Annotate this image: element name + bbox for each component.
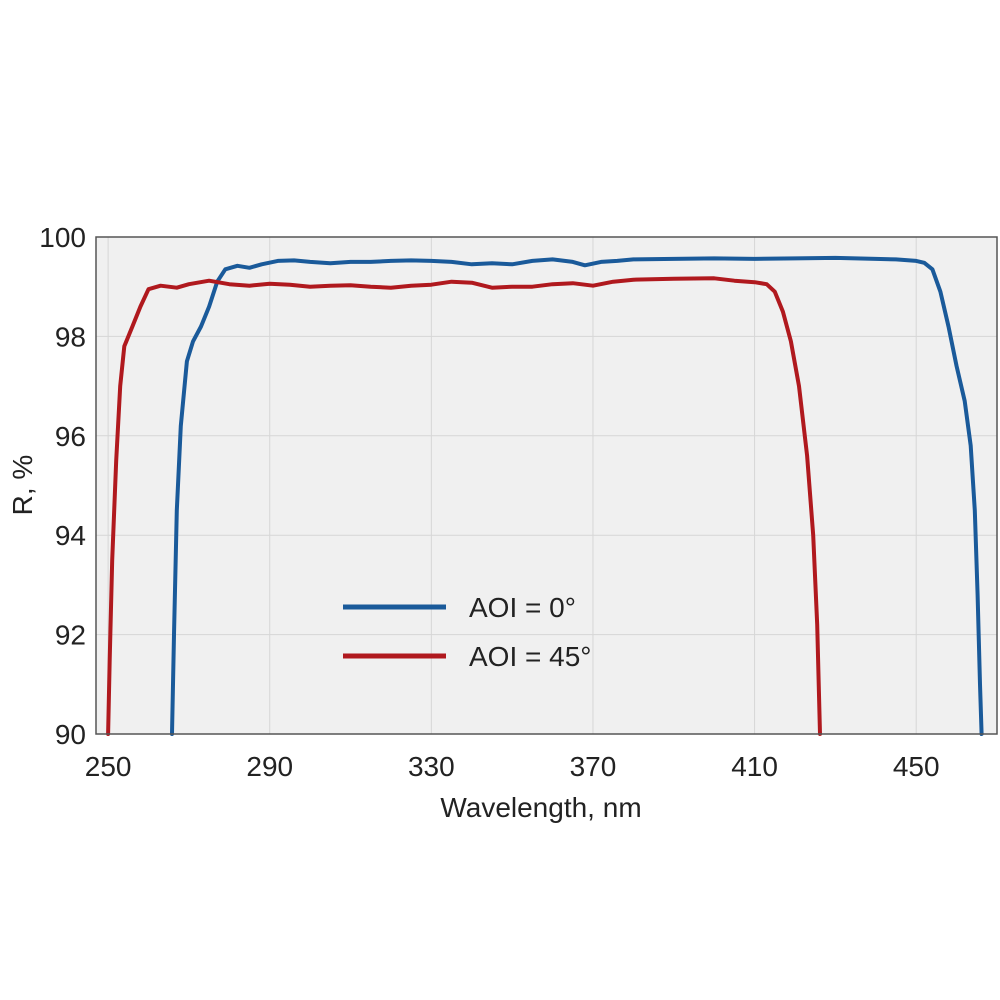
legend-label-aoi-0: AOI = 0°	[469, 592, 576, 623]
series-line-aoi-0	[170, 255, 984, 736]
series-line-aoi-45	[106, 276, 822, 736]
legend: AOI = 0° AOI = 45°	[343, 592, 592, 672]
x-tick-label: 370	[570, 751, 617, 782]
x-tick-label: 410	[731, 751, 778, 782]
y-tick-label: 100	[39, 222, 86, 253]
y-axis-title: R, %	[7, 455, 38, 516]
plot-frame	[95, 236, 998, 735]
y-tick-label: 90	[55, 719, 86, 750]
x-tick-label: 290	[246, 751, 293, 782]
y-tick-label: 98	[55, 321, 86, 352]
y-tick-label: 96	[55, 421, 86, 452]
grid	[96, 237, 997, 734]
x-axis-title: Wavelength, nm	[440, 792, 641, 823]
x-tick-label: 450	[893, 751, 940, 782]
tick-labels: 250 290 330 370 410 450 90 92 94 96 98 100	[39, 222, 939, 782]
y-tick-label: 94	[55, 520, 86, 551]
plot-area	[96, 237, 997, 734]
x-tick-label: 330	[408, 751, 455, 782]
y-tick-label: 92	[55, 620, 86, 651]
x-tick-label: 250	[85, 751, 132, 782]
series-group	[106, 255, 984, 736]
legend-label-aoi-45: AOI = 45°	[469, 641, 592, 672]
